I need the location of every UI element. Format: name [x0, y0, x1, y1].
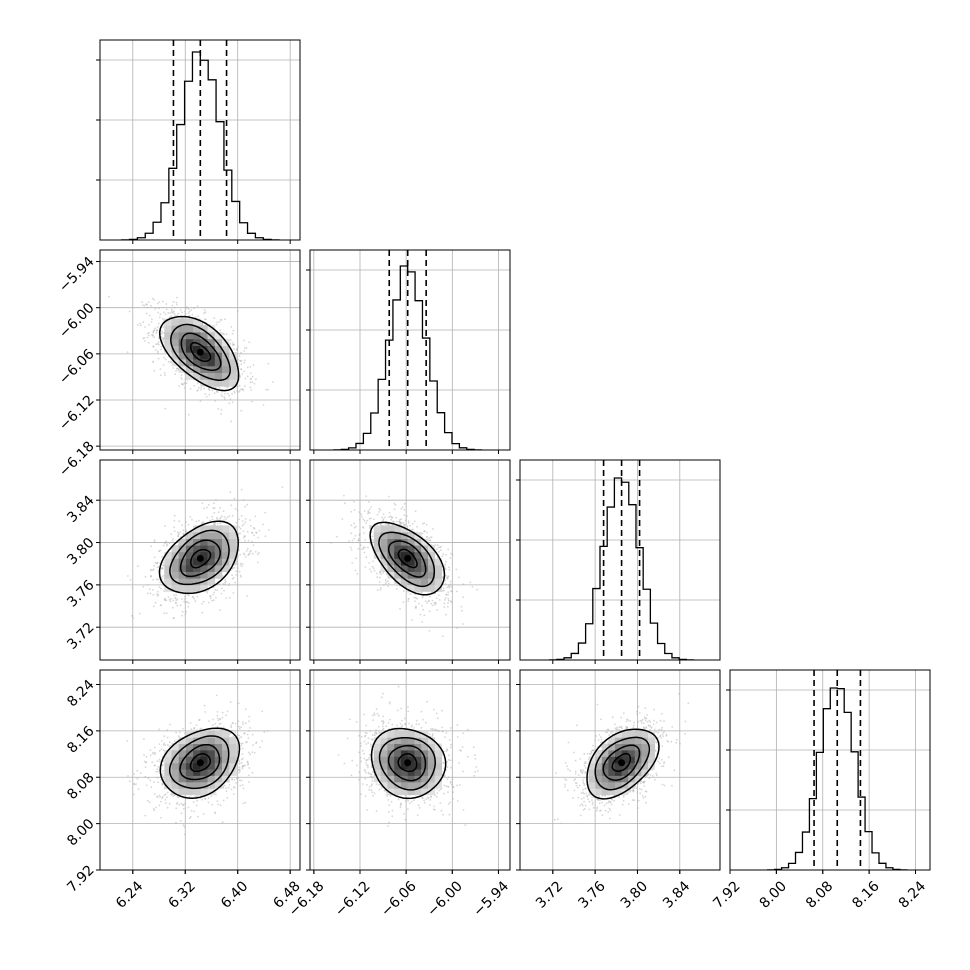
contour-level-2 [602, 744, 641, 781]
scatter-panel-4-3: 3.72 3.76 3.80 3.84 [516, 669, 721, 912]
density-peak [196, 759, 204, 767]
y-tick-label: −5.94 [56, 254, 98, 296]
x-tick-label: 6.32 [166, 878, 199, 911]
contours [369, 521, 446, 596]
contour-level-2 [387, 744, 427, 782]
contours [370, 727, 447, 800]
x-tick-label: −6.00 [424, 878, 466, 920]
contour-level-3 [168, 735, 230, 790]
y-tick-label: 3.76 [64, 577, 97, 610]
density-peak [618, 759, 626, 767]
contour-level-4 [369, 521, 446, 596]
x-tick-label: 3.80 [618, 878, 651, 911]
histogram-step-1 [120, 51, 280, 240]
contour-level-3 [170, 323, 231, 381]
density-peak [196, 554, 204, 562]
contour-level-3 [378, 531, 436, 588]
x-tick-label: −5.94 [470, 878, 512, 920]
y-tick-label: 3.72 [64, 620, 97, 653]
contour-level-3 [169, 529, 230, 586]
contour-level-4 [586, 728, 660, 800]
axes-frame [519, 669, 721, 871]
axes-frame [309, 669, 511, 871]
y-tick-label: 8.16 [64, 723, 97, 756]
x-tick-label: 8.24 [896, 878, 929, 911]
contour-level-4 [158, 520, 239, 595]
histogram-panel-1 [96, 39, 301, 244]
histogram-panel-3 [516, 459, 721, 664]
contour-level-4 [370, 727, 447, 800]
y-tick-label: −6.00 [56, 300, 98, 342]
contour-level-1 [190, 341, 212, 362]
contour-level-1 [397, 548, 418, 569]
y-tick-label: 3.84 [64, 492, 97, 525]
histogram-step-2 [333, 265, 483, 450]
contours [159, 315, 240, 392]
density-peak [404, 554, 412, 562]
contours [158, 520, 239, 595]
x-tick-label: 3.84 [660, 878, 693, 911]
contour-level-3 [594, 736, 651, 791]
contour-level-1 [611, 752, 631, 772]
contours [159, 727, 241, 799]
contour-level-2 [387, 540, 427, 578]
contour-level-4 [159, 727, 241, 799]
scatter-panel-3-1: 3.72 3.76 3.80 3.84 [64, 459, 301, 664]
histogram-panel-2 [306, 249, 511, 454]
axes-frame [99, 669, 301, 871]
y-tick-label: 7.92 [64, 862, 97, 895]
scatter-panel-4-2: −6.18 −6.12 −6.06 −6.00 −5.94 [286, 669, 512, 920]
contour-level-1 [397, 753, 418, 773]
contour-level-2 [179, 539, 221, 578]
x-tick-label: 8.00 [757, 878, 790, 911]
x-tick-label: 7.92 [710, 878, 743, 911]
x-tick-label: 6.40 [218, 878, 251, 911]
contour-level-1 [189, 753, 212, 773]
y-tick-label: 8.00 [64, 816, 97, 849]
axes-frame [309, 249, 511, 451]
scatter-panel-2-1: −6.18−6.12−6.06−6.00−5.94 [56, 249, 301, 480]
scatter-panel-3-2 [306, 459, 511, 664]
x-tick-label: 3.76 [575, 878, 608, 911]
y-tick-label: −6.06 [56, 346, 98, 388]
x-tick-label: 8.16 [849, 878, 882, 911]
contour-level-1 [190, 548, 212, 569]
axes-frame [99, 249, 301, 451]
histogram-step-4 [767, 687, 908, 870]
y-tick-label: −6.12 [56, 392, 98, 434]
density-cells [373, 730, 442, 796]
scatter-panel-4-1: 7.928.008.088.168.246.24 6.32 6.40 6.48 [64, 669, 304, 912]
contours [586, 728, 660, 800]
y-tick-label: −6.18 [56, 438, 98, 480]
histogram-panel-4: 7.92 8.00 8.08 8.16 8.24 [710, 669, 931, 912]
x-tick-label: 3.72 [533, 878, 566, 911]
contour-level-2 [180, 332, 222, 371]
x-tick-label: 6.24 [113, 878, 146, 911]
x-tick-label: −6.06 [378, 878, 420, 920]
axes-frame [99, 459, 301, 661]
density-peak [196, 348, 204, 356]
axes-frame [309, 459, 511, 661]
y-tick-label: 8.08 [64, 770, 97, 803]
contour-level-2 [179, 743, 221, 781]
axes-frame [519, 459, 721, 661]
y-tick-label: 3.80 [64, 535, 97, 568]
axes-frame [99, 39, 301, 241]
contour-level-3 [378, 736, 437, 791]
contour-level-4 [159, 315, 240, 392]
density-peak [404, 759, 412, 767]
x-tick-label: 8.08 [803, 878, 836, 911]
axes-frame [729, 669, 931, 871]
x-tick-label: −6.12 [332, 878, 374, 920]
y-tick-label: 8.24 [64, 677, 97, 710]
